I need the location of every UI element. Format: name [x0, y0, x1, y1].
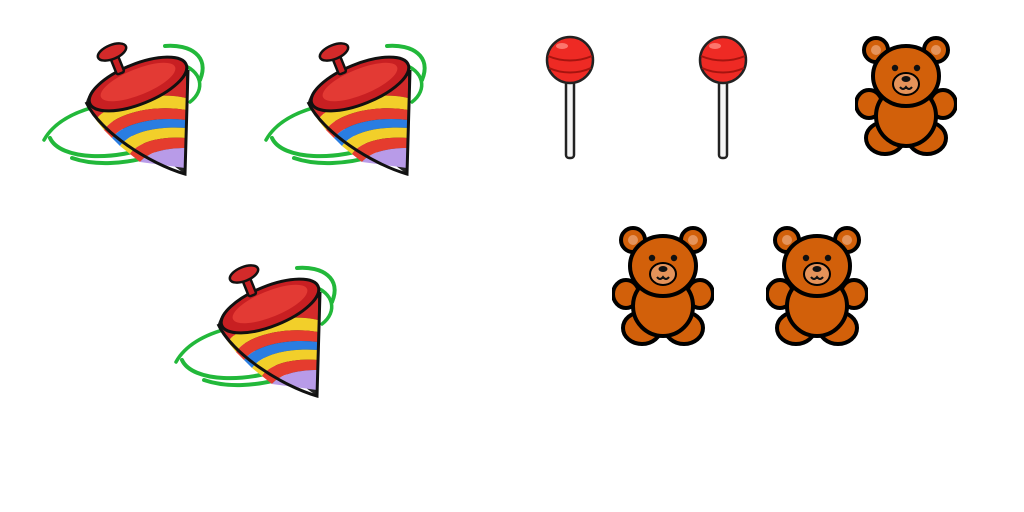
spinning-top-icon: [40, 40, 215, 180]
teddy-bear-icon: [855, 36, 957, 158]
teddy-bear-icon: [612, 226, 714, 348]
lollipop-icon: [544, 34, 596, 160]
lollipop-icon: [697, 34, 749, 160]
spinning-top-icon: [172, 262, 347, 402]
spinning-top-icon: [262, 40, 437, 180]
teddy-bear-icon: [766, 226, 868, 348]
